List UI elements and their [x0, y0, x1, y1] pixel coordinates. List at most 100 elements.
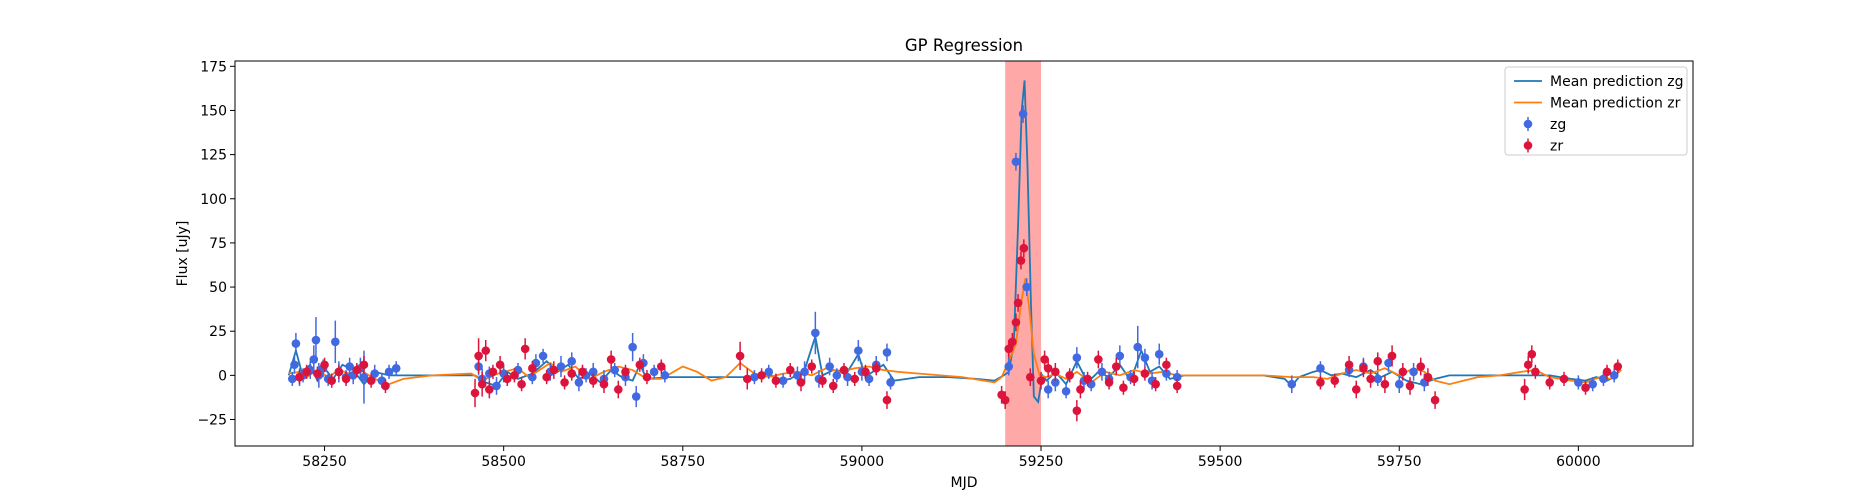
marker-zr [474, 352, 483, 361]
marker-zr [517, 380, 526, 389]
marker-zr [302, 368, 311, 377]
marker-zr [489, 368, 498, 377]
marker-zr [772, 376, 781, 385]
marker-zr [335, 368, 344, 377]
marker-zr [1531, 368, 1540, 377]
legend-label: zg [1550, 117, 1566, 133]
point-zr [1431, 391, 1440, 409]
point-zr [1531, 365, 1540, 379]
marker-zr [757, 371, 766, 380]
marker-zg [1287, 380, 1296, 389]
marker-zr [657, 362, 666, 371]
point-zr [1373, 352, 1382, 370]
marker-zg [567, 357, 576, 366]
marker-zr [367, 376, 376, 385]
marker-zr [1105, 378, 1114, 387]
marker-zr [829, 382, 838, 391]
marker-zg [825, 362, 834, 371]
point-zg [632, 386, 641, 407]
point-zg [1062, 384, 1071, 398]
marker-zg [312, 336, 321, 345]
marker-zr [1130, 375, 1139, 384]
marker-zg [392, 364, 401, 373]
marker-zr [861, 368, 870, 377]
y-tick-label: 75 [209, 236, 227, 252]
marker-zr [736, 352, 745, 361]
marker-zr [614, 385, 623, 394]
point-zr [481, 340, 490, 361]
legend-marker-swatch [1524, 120, 1533, 129]
marker-zg [1409, 368, 1418, 377]
marker-zg [1155, 350, 1164, 359]
series-zr [295, 239, 1622, 421]
marker-zr [542, 373, 551, 382]
x-tick-label: 58750 [661, 454, 706, 470]
marker-zg [854, 346, 863, 355]
point-zg [392, 361, 401, 375]
point-zg [883, 344, 892, 362]
y-tick-label: 25 [209, 324, 227, 340]
series-zg [288, 105, 1618, 407]
marker-zg [833, 371, 842, 380]
marker-zg [331, 338, 340, 347]
y-tick-label: 175 [200, 59, 227, 75]
marker-zr [1065, 371, 1074, 380]
marker-zg [1073, 353, 1082, 362]
marker-zg [310, 355, 319, 364]
point-zr [560, 375, 569, 389]
point-zr [614, 381, 623, 399]
marker-zr [1037, 376, 1046, 385]
marker-zr [567, 369, 576, 378]
point-zr [1520, 379, 1529, 400]
marker-zr [1388, 352, 1397, 361]
x-tick-label: 60000 [1556, 454, 1601, 470]
marker-zr [643, 373, 652, 382]
marker-zr [1001, 396, 1010, 405]
marker-zr [521, 345, 530, 354]
marker-zr [1076, 385, 1085, 394]
marker-zr [478, 380, 487, 389]
legend-label: Mean prediction zg [1550, 74, 1684, 90]
marker-zg [1044, 385, 1053, 394]
marker-zr [1527, 350, 1536, 359]
y-tick-label: −25 [197, 413, 227, 429]
point-zg [1316, 361, 1325, 375]
marker-zg [290, 360, 299, 369]
marker-zr [360, 360, 369, 369]
point-zr [1162, 358, 1171, 372]
marker-zg [292, 339, 301, 348]
marker-zg [1141, 353, 1150, 362]
marker-zr [636, 360, 645, 369]
point-zr [1073, 400, 1082, 421]
legend-label: Mean prediction zr [1550, 96, 1681, 112]
marker-zr [1316, 378, 1325, 387]
marker-zr [1173, 382, 1182, 391]
marker-zr [607, 355, 616, 364]
marker-zr [1431, 396, 1440, 405]
marker-zr [327, 376, 336, 385]
marker-zr [1520, 385, 1529, 394]
legend-label: zr [1550, 139, 1563, 155]
marker-zg [1019, 110, 1028, 119]
marker-zg [1022, 283, 1031, 292]
marker-zr [1119, 383, 1128, 392]
marker-zr [381, 382, 390, 391]
marker-zr [797, 378, 806, 387]
y-tick-label: 150 [200, 103, 227, 119]
marker-zr [1012, 318, 1021, 327]
marker-zr [578, 368, 587, 377]
marker-zr [1416, 362, 1425, 371]
point-zg [331, 321, 340, 363]
marker-zg [628, 343, 637, 352]
y-axis-title: Flux [uJy] [175, 221, 191, 287]
y-tick-label: 0 [218, 368, 227, 384]
plot-contents [288, 80, 1622, 421]
marker-zr [786, 366, 795, 375]
point-zg [492, 377, 501, 395]
marker-zg [1098, 368, 1107, 377]
marker-zr [1399, 368, 1408, 377]
marker-zg [650, 368, 659, 377]
axes-frame [235, 61, 1693, 446]
